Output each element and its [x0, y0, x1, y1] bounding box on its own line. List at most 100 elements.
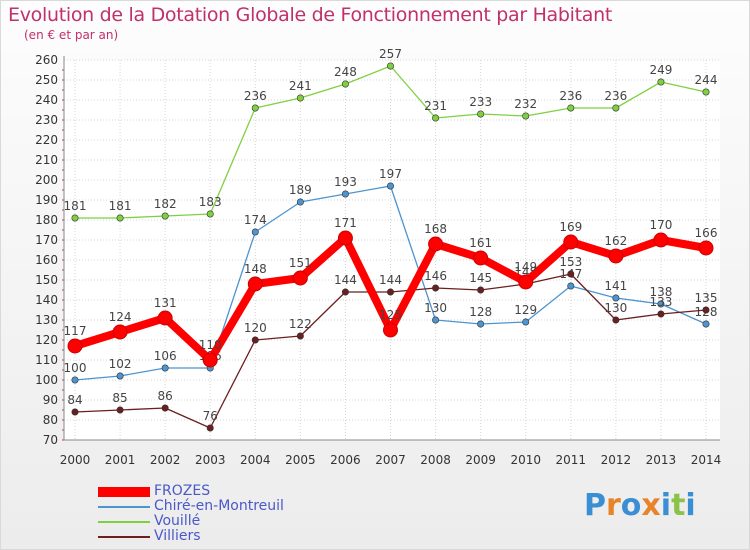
logo-letter: t	[671, 488, 686, 523]
x-tick-label: 2003	[195, 453, 226, 467]
y-tick-label: 150	[35, 273, 58, 287]
data-label: 189	[289, 183, 312, 197]
data-point	[116, 406, 124, 414]
data-point	[341, 190, 349, 198]
data-label: 86	[158, 389, 173, 403]
data-label: 182	[154, 197, 177, 211]
data-label: 110	[199, 338, 222, 352]
data-point	[657, 310, 665, 318]
y-tick-label: 250	[35, 73, 58, 87]
data-point	[432, 284, 440, 292]
x-tick-label: 2012	[601, 453, 632, 467]
plot-area	[64, 60, 720, 440]
legend-swatch	[98, 536, 150, 538]
data-point	[522, 318, 530, 326]
data-point	[71, 214, 79, 222]
data-label: 248	[334, 65, 357, 79]
data-point	[477, 286, 485, 294]
data-label: 102	[109, 357, 132, 371]
legend-label: Vouillé	[154, 513, 201, 529]
data-point	[383, 322, 398, 338]
y-tick-label: 160	[35, 253, 58, 267]
data-label: 120	[244, 321, 267, 335]
legend-swatch	[98, 521, 150, 523]
data-point	[518, 274, 534, 290]
data-label: 133	[649, 295, 672, 309]
data-label: 131	[154, 296, 177, 310]
data-label: 141	[604, 279, 627, 293]
data-point	[522, 112, 530, 120]
y-tick-label: 130	[35, 313, 58, 327]
data-point	[473, 250, 489, 266]
chart-title: Evolution de la Dotation Globale de Fonc…	[8, 4, 613, 26]
data-point	[112, 324, 128, 340]
data-label: 144	[334, 273, 357, 287]
data-label: 146	[424, 269, 447, 283]
data-label: 129	[514, 303, 537, 317]
data-label: 130	[424, 301, 447, 315]
logo-letter: P	[584, 488, 606, 523]
data-label: 148	[244, 262, 267, 276]
data-label: 76	[203, 409, 218, 423]
data-point	[71, 376, 79, 384]
data-point	[116, 214, 124, 222]
data-label: 169	[559, 220, 582, 234]
data-label: 181	[109, 199, 132, 213]
x-tick-label: 2013	[646, 453, 677, 467]
x-tick-label: 2010	[510, 453, 541, 467]
data-point	[71, 408, 79, 416]
legend-label: FROZES	[154, 483, 211, 499]
data-label: 145	[469, 271, 492, 285]
data-point	[657, 78, 665, 86]
data-point	[612, 294, 620, 302]
y-tick-label: 80	[43, 413, 58, 427]
data-point	[612, 104, 620, 112]
data-label: 106	[154, 349, 177, 363]
x-tick-label: 2006	[330, 453, 361, 467]
data-label: 117	[64, 324, 87, 338]
x-tick-label: 2014	[691, 453, 722, 467]
data-point	[432, 316, 440, 324]
data-label: 174	[244, 213, 267, 227]
x-tick-label: 2009	[465, 453, 496, 467]
data-point	[161, 212, 169, 220]
y-tick-label: 200	[35, 173, 58, 187]
data-label: 166	[695, 226, 718, 240]
y-tick-label: 240	[35, 93, 58, 107]
data-label: 151	[289, 256, 312, 270]
y-tick-label: 180	[35, 213, 58, 227]
data-label: 168	[424, 222, 447, 236]
data-point	[657, 300, 665, 308]
y-tick-label: 190	[35, 193, 58, 207]
data-point	[157, 310, 173, 326]
data-point	[161, 404, 169, 412]
data-label: 85	[112, 391, 127, 405]
data-point	[251, 228, 259, 236]
logo-letter: i	[660, 488, 672, 523]
data-point	[386, 288, 394, 296]
data-point	[341, 288, 349, 296]
x-tick-label: 2007	[375, 453, 406, 467]
logo-letter: i	[685, 488, 696, 523]
data-label: 249	[649, 63, 672, 77]
data-point	[386, 182, 394, 190]
y-tick-label: 120	[35, 333, 58, 347]
data-point	[67, 338, 83, 354]
data-point	[251, 104, 259, 112]
data-point	[612, 316, 620, 324]
y-tick-label: 110	[35, 353, 58, 367]
y-tick-label: 100	[35, 373, 58, 387]
data-label: 100	[64, 361, 87, 375]
data-label: 232	[514, 97, 537, 111]
data-point	[567, 282, 575, 290]
data-point	[698, 240, 714, 256]
y-tick-label: 210	[35, 153, 58, 167]
data-point	[296, 198, 304, 206]
proxiti-logo: Proxiti	[584, 488, 696, 523]
data-label: 257	[379, 47, 402, 61]
data-label: 144	[379, 273, 402, 287]
data-point	[432, 114, 440, 122]
data-point	[247, 276, 263, 292]
data-point	[477, 320, 485, 328]
